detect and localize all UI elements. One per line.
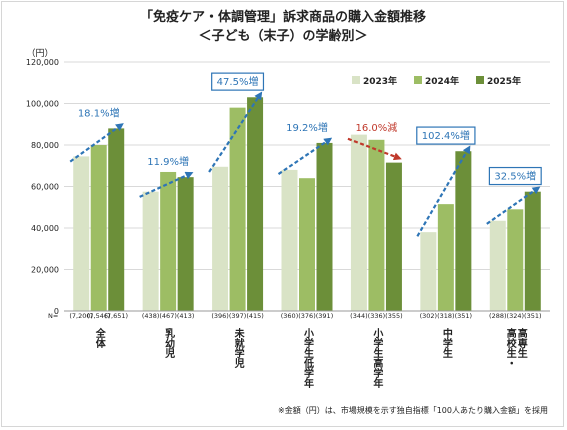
sample-size-label: (7,546) — [87, 312, 111, 320]
bar — [229, 107, 246, 312]
legend: 2023年 2024年 2025年 — [352, 75, 521, 87]
category-labels: 全体 乳幼児 未就学児 小学生低学年 小学生高学年 中学生 高校生・ 高専生 — [93, 327, 527, 389]
category-label: 未就学児 — [232, 327, 245, 369]
category-label: 高専生 — [515, 327, 527, 358]
sample-size-labels: N= (7,200)(7,546)(7,651) (438) (467) (413) (… — [48, 312, 542, 320]
bar — [507, 209, 524, 311]
bar — [350, 134, 367, 311]
sample-size-label: (7,200) — [69, 312, 93, 320]
category-label: 小学生高学年 — [371, 327, 384, 389]
sample-size-label: (351) — [524, 312, 541, 320]
y-axis-unit-label: （円） — [26, 48, 53, 59]
sample-size-label: (467) — [159, 312, 176, 320]
sample-size-label: (391) — [316, 312, 333, 320]
category-label: 高校生・ — [504, 327, 516, 368]
sample-size-label: (324) — [507, 312, 524, 320]
chart-subtitle: ＜子ども（末子）の学齢別＞ — [198, 28, 367, 44]
bar — [368, 139, 385, 311]
legend-swatch — [414, 76, 422, 84]
bar — [160, 171, 177, 311]
bar — [455, 151, 472, 311]
legend-label: 2025年 — [487, 75, 521, 87]
sample-size-label: (415) — [246, 312, 263, 320]
trend-arrow — [139, 171, 194, 198]
trend-arrow — [486, 186, 541, 225]
legend-swatch — [476, 76, 484, 84]
bars — [73, 97, 541, 312]
bar — [212, 166, 229, 311]
y-tick-label: 40,000 — [31, 224, 59, 233]
sample-size-label: (302) — [420, 312, 437, 320]
trend-arrow — [347, 137, 402, 161]
bar — [142, 191, 159, 311]
change-label: 11.9%増 — [147, 155, 189, 168]
change-label-box — [488, 166, 542, 186]
sample-size-label: (318) — [437, 312, 454, 320]
sample-size-label: (336) — [368, 312, 385, 320]
sample-size-label: (7,651) — [104, 312, 128, 320]
y-axis-ticks: 0 20,000 40,000 60,000 80,000 100,000 120,000 — [26, 58, 59, 316]
bar — [385, 162, 402, 311]
category-label: 小学生低学年 — [302, 327, 315, 389]
sample-size-label: (288) — [489, 312, 506, 320]
trend-arrow — [277, 137, 333, 175]
change-label-box — [211, 72, 265, 91]
trend-arrow — [208, 91, 263, 173]
bar — [299, 178, 315, 311]
sample-size-label: (344) — [350, 312, 367, 320]
change-label: 18.1%増 — [78, 106, 120, 119]
y-tick-label: 80,000 — [31, 141, 59, 150]
growth-annotations: 18.1%増 11.9%増 47.5%増 19.2%増 16.0%減 102.4%増 32.… — [69, 72, 542, 237]
y-tick-label: 60,000 — [31, 183, 59, 192]
bar — [247, 97, 264, 312]
legend-swatch — [352, 76, 360, 84]
category-label: 乳幼児 — [163, 327, 176, 359]
bar — [177, 177, 194, 311]
sample-size-label: (360) — [281, 312, 298, 320]
legend-label: 2023年 — [363, 75, 397, 87]
bar — [437, 204, 454, 311]
change-label: 16.0%減 — [356, 121, 398, 134]
trend-arrow — [416, 145, 471, 237]
y-tick-label: 20,000 — [31, 266, 59, 275]
category-label: 全体 — [93, 327, 106, 349]
trend-arrow — [69, 123, 124, 163]
bar — [489, 220, 506, 311]
change-label: 47.5%増 — [217, 75, 259, 88]
legend-label: 2024年 — [425, 75, 459, 87]
chart-title: 「免疫ケア・体調管理」訴求商品の購入金額推移 — [140, 9, 426, 25]
y-tick-label: 120,000 — [26, 58, 59, 67]
bar — [108, 128, 125, 311]
sample-size-label: (397) — [229, 312, 246, 320]
category-label: 中学生 — [440, 327, 452, 358]
bar — [420, 232, 437, 311]
change-label-box — [416, 126, 476, 145]
change-label: 102.4%増 — [422, 129, 470, 142]
n-prefix-label: N= — [48, 312, 58, 320]
change-label: 19.2%増 — [286, 121, 328, 134]
bar — [316, 142, 333, 311]
sample-size-label: (438) — [142, 312, 159, 320]
footnote: ※金額（円）は、市場規模を示す独自指標「100人あたり購入金額」を採用 — [278, 405, 548, 415]
bar — [524, 191, 541, 311]
bar — [281, 169, 298, 311]
sample-size-label: (413) — [177, 312, 194, 320]
y-tick-label: 0 — [54, 307, 59, 316]
sample-size-label: (376) — [298, 312, 315, 320]
sample-size-label: (355) — [385, 312, 402, 320]
y-tick-label: 100,000 — [26, 100, 59, 109]
bar — [90, 145, 107, 311]
sample-size-label: (351) — [455, 312, 472, 320]
sample-size-label: (396) — [211, 312, 228, 320]
bar — [73, 156, 90, 311]
change-label: 32.5%増 — [494, 170, 536, 183]
